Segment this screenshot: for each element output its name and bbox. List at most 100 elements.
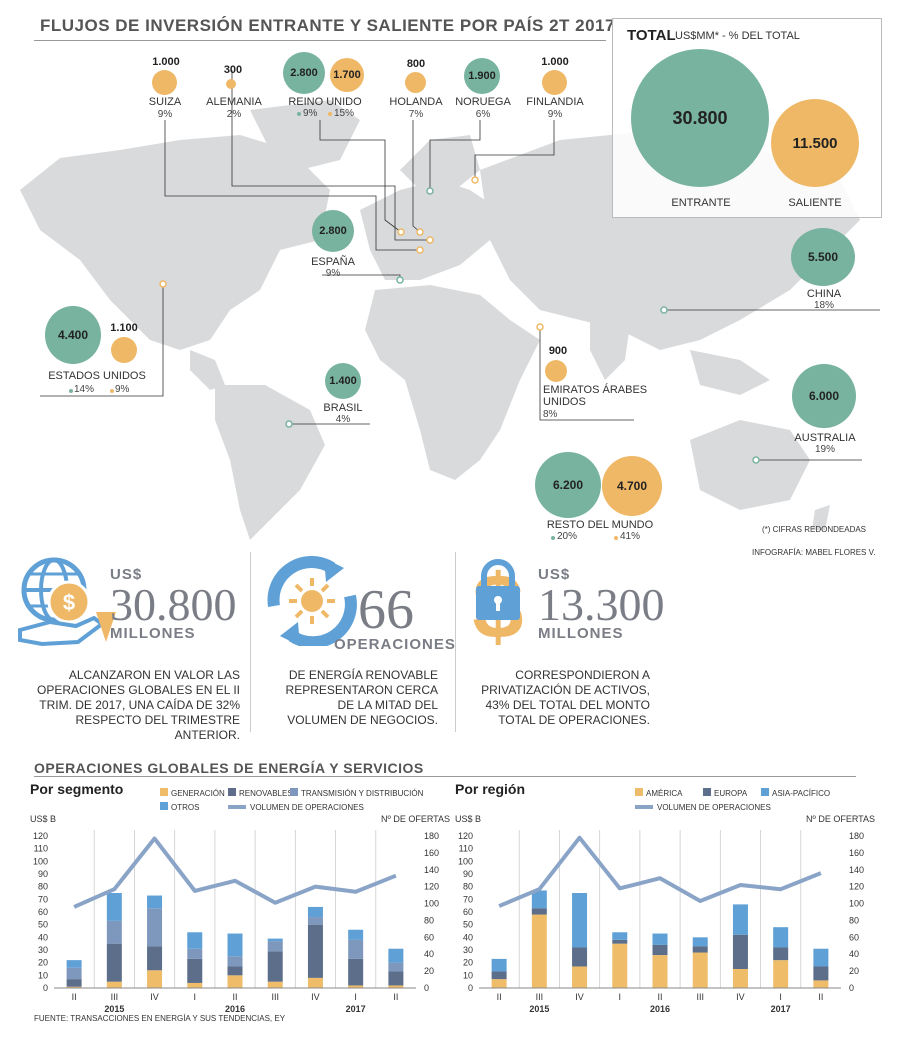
- bar-segment: [773, 960, 789, 988]
- resto-out-bubble: 4.700: [602, 456, 662, 516]
- resto-in-pct: 20%: [557, 531, 578, 542]
- southeast-asia-shape: [690, 350, 770, 395]
- stat1-line: OPERACIONES GLOBALES EN EL II: [37, 683, 240, 697]
- china-marker: [660, 306, 668, 314]
- usa-marker: [159, 280, 167, 288]
- bar-segment: [491, 979, 507, 988]
- bar-segment: [348, 985, 364, 988]
- bar-segment: [531, 890, 547, 909]
- x-tick-label: II: [393, 992, 398, 1002]
- usa-name: ESTADOS UNIDOS: [48, 370, 146, 382]
- emiratos-marker: [536, 323, 544, 331]
- total-entrante-bubble: 30.800: [631, 49, 769, 187]
- bar-segment: [187, 948, 203, 959]
- y2-tick-label: 180: [424, 831, 439, 841]
- svg-text:$: $: [63, 590, 75, 615]
- australia-bubble: 6.000: [792, 364, 856, 428]
- stat3-big: 13.300: [538, 579, 665, 630]
- finlandia-pct: 9%: [547, 109, 563, 120]
- y2-tick-label: 160: [424, 848, 439, 858]
- bar-segment: [773, 927, 789, 948]
- holanda-name: HOLANDA: [389, 96, 443, 108]
- y-tick-label: 30: [38, 945, 48, 955]
- y2-axis-label: Nº DE OFERTAS: [381, 814, 450, 824]
- reino-unido-in-pct: 9%: [303, 108, 318, 119]
- bar-segment: [267, 981, 283, 988]
- x-tick-label: II: [232, 992, 237, 1002]
- bar-segment: [692, 952, 708, 988]
- y2-tick-label: 40: [424, 949, 434, 959]
- reino-unido-in-dot: [297, 112, 301, 116]
- bar-segment: [348, 929, 364, 940]
- bar-segment: [572, 893, 588, 948]
- y2-tick-label: 140: [424, 865, 439, 875]
- x-tick-label: IV: [311, 992, 320, 1002]
- y-tick-label: 40: [463, 932, 473, 942]
- source-note: FUENTE: TRANSACCIONES EN ENERGÍA Y SUS T…: [34, 1014, 286, 1023]
- legend-swatch: [160, 788, 168, 796]
- stat3-description: CORRESPONDIERON A PRIVATIZACIÓN DE ACTIV…: [470, 668, 650, 728]
- alemania-name: ALEMANIA: [206, 96, 262, 108]
- y-tick-label: 70: [38, 894, 48, 904]
- y-tick-label: 100: [458, 856, 473, 866]
- africa-shape: [365, 285, 540, 480]
- bar-segment: [106, 920, 122, 944]
- legend-swatch: [761, 788, 769, 796]
- legend-label: GENERACIÓN: [171, 789, 225, 798]
- bar-segment: [227, 933, 243, 957]
- bar-segment: [732, 969, 748, 988]
- stat3-unit: MILLONES: [538, 625, 624, 642]
- bar-segment: [612, 932, 628, 940]
- resto-out-dot: [614, 536, 618, 540]
- bar-segment: [106, 981, 122, 988]
- volume-line: [73, 836, 397, 909]
- bar-segment: [491, 971, 507, 980]
- rounded-note: (*) CIFRAS REDONDEADAS: [762, 525, 867, 534]
- reino-unido-in-bubble: 2.800: [283, 52, 325, 94]
- x-tick-label: IV: [150, 992, 159, 1002]
- stat1-line: RESPECTO DEL TRIMESTRE ANTERIOR.: [75, 713, 240, 742]
- x-tick-label: III: [111, 992, 119, 1002]
- espana-marker: [396, 276, 404, 284]
- australia-marker: [752, 456, 760, 464]
- legend-swatch: [635, 788, 643, 796]
- year-label: 2017: [771, 1004, 791, 1014]
- bar-segment: [813, 966, 829, 981]
- x-tick-label: II: [72, 992, 77, 1002]
- stat-separator: [455, 552, 456, 732]
- legend-label: EUROPA: [714, 789, 748, 798]
- bar-segment: [813, 948, 829, 967]
- stat2-line: DE ENERGÍA RENOVABLE: [288, 668, 438, 682]
- y2-tick-label: 20: [849, 966, 859, 976]
- holanda-connector: [412, 120, 421, 233]
- holanda-value: 800: [406, 58, 426, 70]
- stat1-line: TRIM. DE 2017, UNA CAÍDA DE 32%: [39, 698, 240, 712]
- y2-tick-label: 0: [424, 983, 429, 993]
- bar-segment: [267, 951, 283, 982]
- y-tick-label: 10: [38, 970, 48, 980]
- resto-in-dot: [551, 536, 555, 540]
- finlandia-name: FINLANDIA: [526, 96, 584, 108]
- total-entrante-label: ENTRANTE: [671, 197, 731, 209]
- y2-tick-label: 120: [424, 882, 439, 892]
- noruega-name: NORUEGA: [455, 96, 511, 108]
- finlandia-value: 1.000: [541, 56, 569, 68]
- china-pct: 18%: [813, 300, 834, 311]
- x-tick-label: I: [194, 992, 197, 1002]
- bar-segment: [732, 934, 748, 969]
- bar-segment: [227, 966, 243, 976]
- china-name: CHINA: [806, 288, 842, 300]
- stat2-unit: OPERACIONES: [334, 636, 456, 653]
- legend-swatch: [160, 802, 168, 810]
- stat3-line: 43% DEL TOTAL DEL MONTO: [485, 698, 651, 712]
- chart-por-region: Por región AMÉRICA EUROPA ASIA-PACÍFICOVOLU…: [455, 781, 875, 1014]
- x-tick-label: II: [818, 992, 823, 1002]
- brasil-bubble: 1.400: [325, 363, 361, 399]
- new-zealand-shape: [812, 505, 830, 530]
- usa-out-dot: [110, 389, 114, 393]
- bar-segment: [773, 947, 789, 961]
- stat2-description: DE ENERGÍA RENOVABLE REPRESENTARON CERCA…: [258, 668, 438, 728]
- legend-label: RENOVABLES: [239, 789, 293, 798]
- total-saliente-label: SALIENTE: [788, 197, 842, 209]
